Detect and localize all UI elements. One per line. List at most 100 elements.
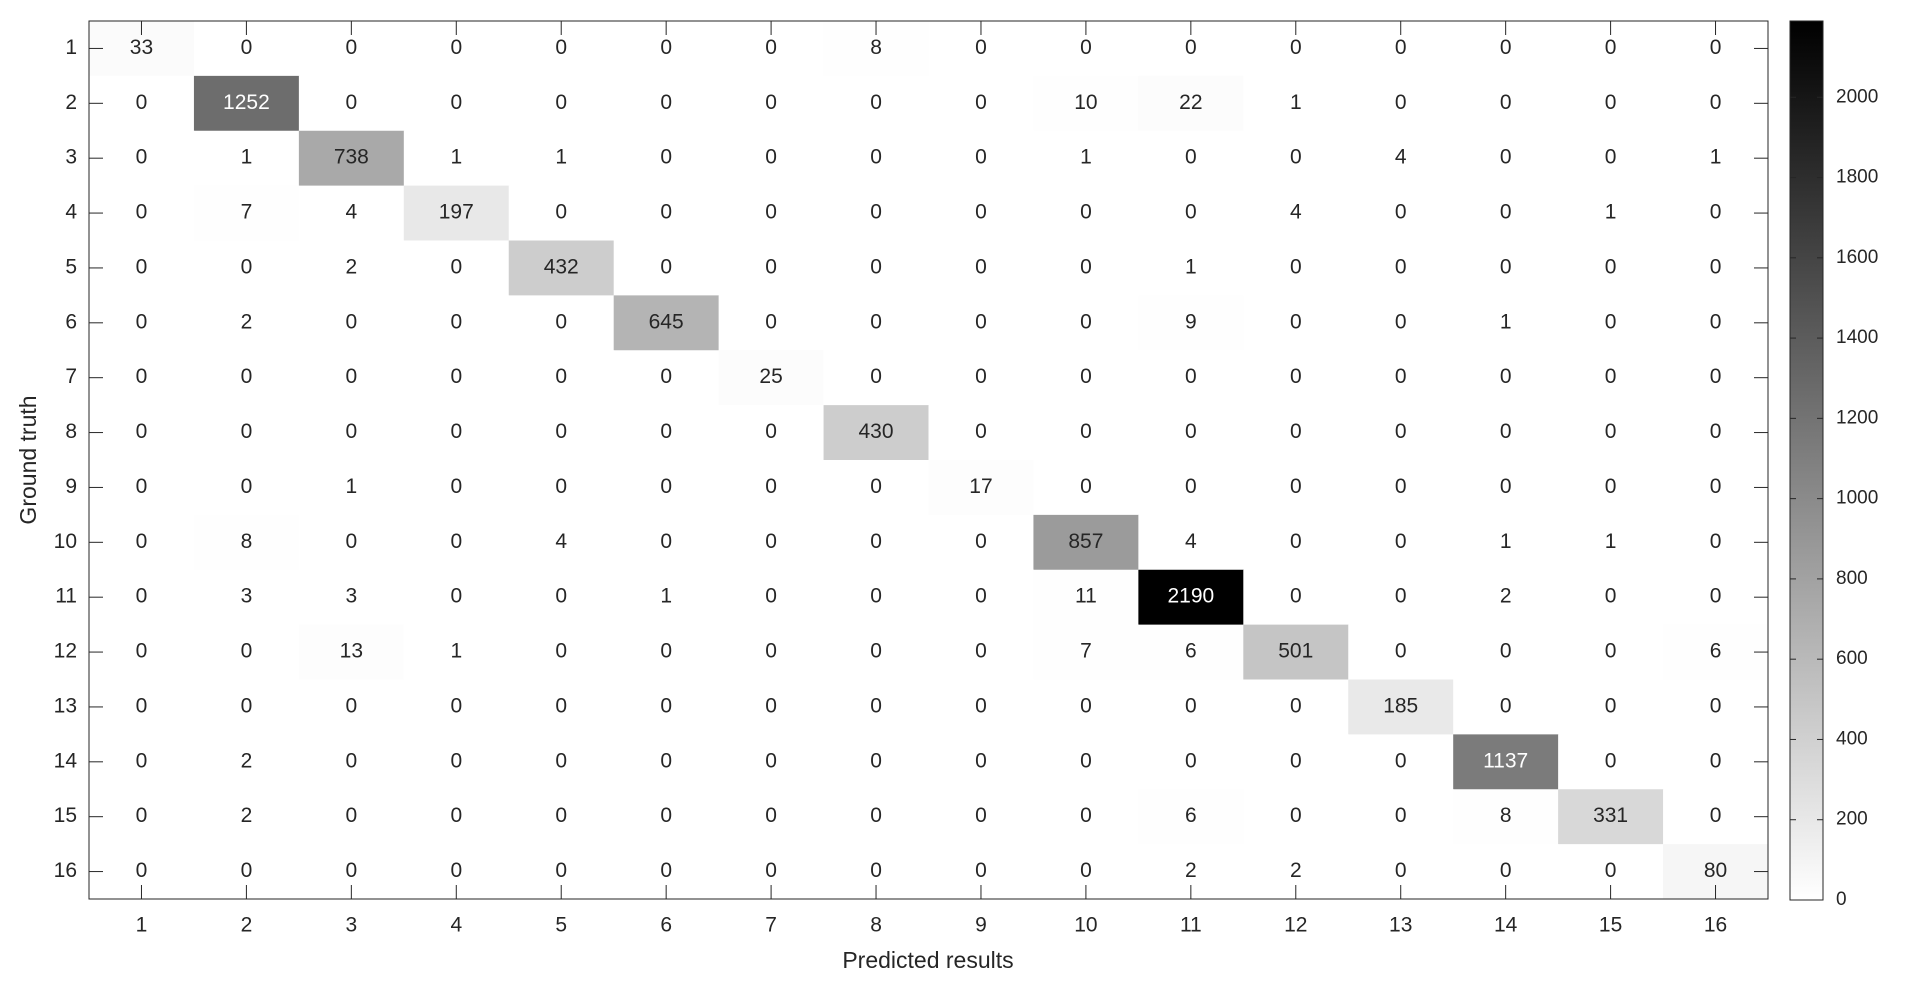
cell-label: 7 bbox=[241, 201, 253, 224]
cell-label: 0 bbox=[555, 585, 567, 608]
cell bbox=[298, 460, 405, 516]
cell bbox=[823, 350, 929, 406]
cell bbox=[1453, 130, 1559, 187]
x-tick-label: 15 bbox=[1599, 914, 1622, 937]
cell bbox=[1663, 624, 1769, 680]
cell bbox=[1138, 75, 1244, 132]
cell-label: 0 bbox=[450, 804, 462, 827]
cell bbox=[89, 130, 195, 187]
cell-label: 0 bbox=[975, 146, 987, 169]
cell-label: 1 bbox=[1500, 530, 1512, 553]
cell-label: 501 bbox=[1278, 640, 1313, 663]
cell-label: 0 bbox=[1185, 475, 1197, 498]
cell bbox=[1348, 789, 1454, 845]
cell bbox=[1033, 460, 1139, 516]
cell bbox=[1243, 240, 1349, 296]
cell-label: 0 bbox=[1710, 749, 1722, 772]
cell-label: 0 bbox=[1395, 640, 1407, 663]
cell bbox=[718, 734, 825, 790]
cell bbox=[1663, 75, 1769, 132]
cell-label: 0 bbox=[1290, 36, 1302, 59]
cell bbox=[1033, 624, 1139, 680]
cell bbox=[928, 569, 1034, 626]
cell-label: 0 bbox=[450, 530, 462, 553]
cell-label: 0 bbox=[450, 36, 462, 59]
x-tick-label: 6 bbox=[660, 914, 672, 937]
cell-label: 0 bbox=[241, 255, 253, 278]
cell bbox=[1138, 405, 1244, 461]
cell-label: 80 bbox=[1704, 859, 1727, 882]
cell-label: 0 bbox=[136, 804, 148, 827]
cell-label: 0 bbox=[870, 201, 882, 224]
cell bbox=[508, 185, 615, 241]
cell-label: 0 bbox=[660, 530, 672, 553]
cell-label: 0 bbox=[346, 36, 358, 59]
cell bbox=[403, 789, 510, 845]
cell-label: 0 bbox=[660, 859, 672, 882]
cell bbox=[718, 185, 825, 241]
cell bbox=[1243, 405, 1349, 461]
cell-label: 0 bbox=[765, 804, 777, 827]
cell-label: 4 bbox=[555, 530, 567, 553]
cell bbox=[89, 514, 195, 571]
cell-label: 0 bbox=[1395, 201, 1407, 224]
cell bbox=[1033, 75, 1139, 132]
cell-label: 1252 bbox=[223, 91, 270, 114]
cell-label: 0 bbox=[241, 475, 253, 498]
cell bbox=[298, 185, 405, 241]
cell-label: 0 bbox=[660, 804, 672, 827]
cell bbox=[928, 75, 1034, 132]
cell bbox=[89, 295, 195, 351]
cell-label: 0 bbox=[1500, 36, 1512, 59]
cell bbox=[1558, 185, 1664, 241]
cell bbox=[928, 350, 1034, 406]
cell bbox=[1453, 624, 1559, 680]
cell-label: 0 bbox=[1395, 804, 1407, 827]
cell-label: 0 bbox=[1605, 694, 1617, 717]
y-tick-label: 16 bbox=[54, 859, 77, 882]
cell-label: 0 bbox=[660, 201, 672, 224]
cell bbox=[1663, 185, 1769, 241]
cell-label: 0 bbox=[765, 530, 777, 553]
cell bbox=[89, 75, 195, 132]
cell-label: 1 bbox=[241, 146, 253, 169]
cell-label: 2 bbox=[241, 804, 253, 827]
cell bbox=[1033, 569, 1139, 626]
cell bbox=[403, 734, 510, 790]
cell-label: 0 bbox=[450, 749, 462, 772]
cell-label: 25 bbox=[759, 365, 782, 388]
cell bbox=[1558, 460, 1664, 516]
cell-label: 0 bbox=[660, 749, 672, 772]
cell-label: 0 bbox=[241, 640, 253, 663]
x-tick-label: 8 bbox=[870, 914, 882, 937]
cell bbox=[928, 460, 1034, 516]
cell bbox=[823, 240, 929, 296]
cell-label: 0 bbox=[136, 859, 148, 882]
cell-label: 0 bbox=[1290, 310, 1302, 333]
cell bbox=[823, 130, 929, 187]
cell-label: 0 bbox=[765, 859, 777, 882]
cell-label: 0 bbox=[870, 255, 882, 278]
y-tick-label: 11 bbox=[55, 585, 77, 608]
cell bbox=[1558, 350, 1664, 406]
y-axis-label: Ground truth bbox=[15, 395, 41, 524]
cell bbox=[1033, 240, 1139, 296]
cell bbox=[718, 75, 825, 132]
cell bbox=[298, 240, 405, 296]
cell-label: 0 bbox=[136, 365, 148, 388]
cell-label: 1 bbox=[660, 585, 672, 608]
cell bbox=[1243, 734, 1349, 790]
cell bbox=[718, 460, 825, 516]
cell-label: 0 bbox=[136, 475, 148, 498]
cell-label: 0 bbox=[1500, 91, 1512, 114]
cell bbox=[508, 734, 615, 790]
cell-label: 0 bbox=[346, 91, 358, 114]
cell-label: 0 bbox=[450, 585, 462, 608]
cell bbox=[928, 185, 1034, 241]
cell bbox=[298, 295, 405, 351]
cell-label: 0 bbox=[555, 310, 567, 333]
y-tick-label: 8 bbox=[65, 420, 77, 443]
cell bbox=[89, 460, 195, 516]
cell bbox=[298, 569, 405, 626]
cell-label: 0 bbox=[1710, 36, 1722, 59]
